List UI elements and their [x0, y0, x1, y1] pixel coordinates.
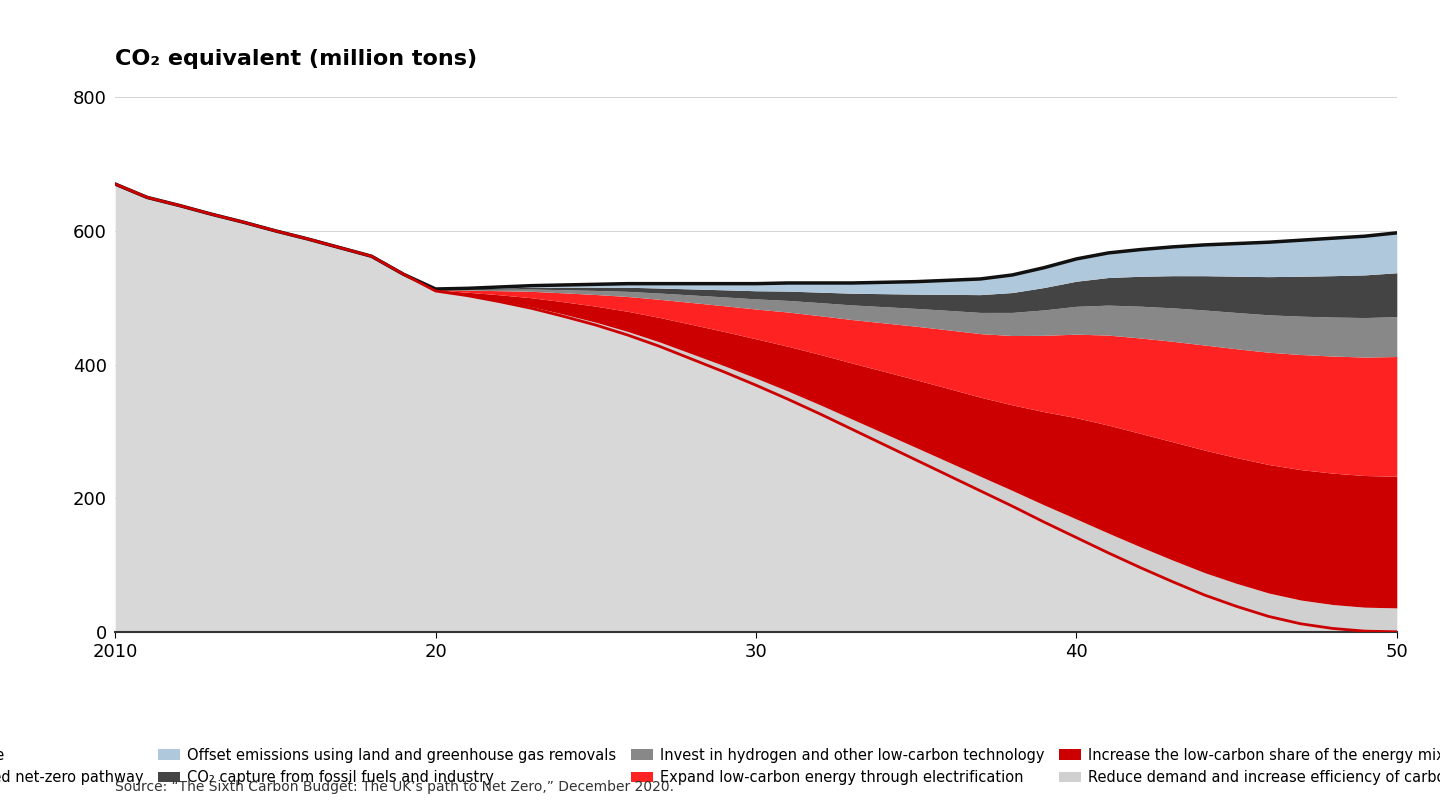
Text: CO₂ equivalent (million tons): CO₂ equivalent (million tons): [115, 49, 477, 69]
Text: Source: “The Sixth Carbon Budget: The UK’s path to Net Zero,” December 2020.: Source: “The Sixth Carbon Budget: The UK…: [115, 780, 674, 794]
Legend: Baseline, Balanced net-zero pathway, Offset emissions using land and greenhouse : Baseline, Balanced net-zero pathway, Off…: [0, 748, 1440, 785]
